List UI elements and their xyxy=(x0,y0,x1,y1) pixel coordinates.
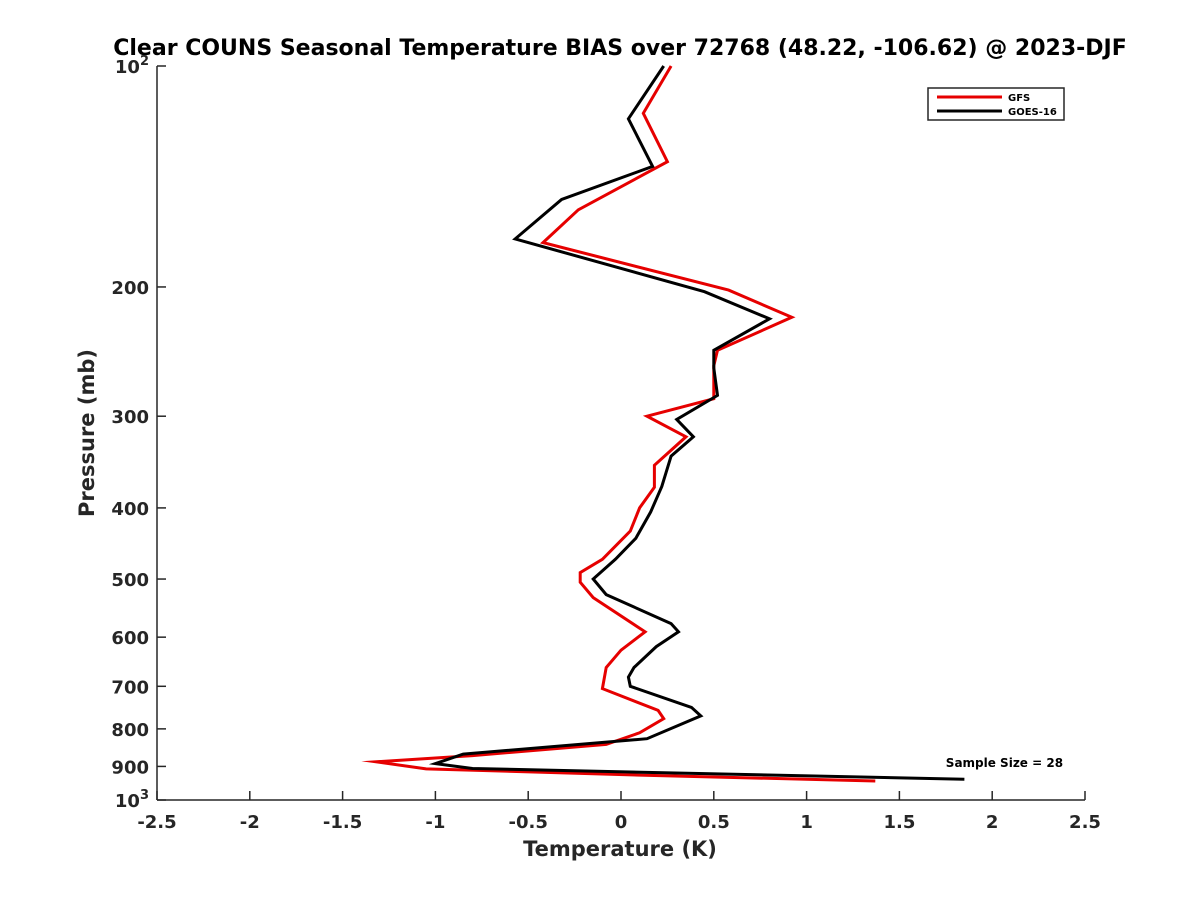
legend-box xyxy=(927,87,1065,121)
y-tick-label: 500 xyxy=(111,570,149,591)
y-tick-label: 800 xyxy=(111,720,149,741)
x-axis-label: Temperature (K) xyxy=(523,837,717,861)
x-tick-label: 1 xyxy=(800,812,813,833)
legend: GFS GOES-16 xyxy=(927,87,1065,121)
plot-area: -2.5 -2 -1.5 -1 -0.5 0 0.5 1 1.5 2 2.5 102 200 300 400… xyxy=(111,54,1101,833)
y-tick-label: 400 xyxy=(111,499,149,520)
y-tick-label: 700 xyxy=(111,677,149,698)
y-tick-label: 102 xyxy=(115,54,149,78)
x-tick-label: -2 xyxy=(240,812,260,833)
chart-title: Clear COUNS Seasonal Temperature BIAS ov… xyxy=(113,36,1126,61)
x-tick-label: 0 xyxy=(615,812,628,833)
legend-label: GOES-16 xyxy=(1008,107,1057,118)
legend-label: GFS xyxy=(1008,93,1030,104)
y-tick-label: 200 xyxy=(111,278,149,299)
y-tick-label: 900 xyxy=(111,757,149,778)
x-tick-label: 2 xyxy=(986,812,999,833)
sample-size-annotation: Sample Size = 28 xyxy=(946,756,1063,770)
x-tick-label: 1.5 xyxy=(883,812,915,833)
x-tick-label: -1.5 xyxy=(323,812,362,833)
x-tick-label: -1 xyxy=(425,812,445,833)
y-axis-label: Pressure (mb) xyxy=(75,349,99,517)
series-line-gfs xyxy=(361,65,876,783)
x-tick-label: -0.5 xyxy=(509,812,548,833)
x-tick-label: -2.5 xyxy=(137,812,176,833)
series-line-goes-16 xyxy=(428,65,965,781)
y-tick-label: 103 xyxy=(115,788,149,812)
y-tick-label: 600 xyxy=(111,628,149,649)
x-tick-label: 0.5 xyxy=(698,812,730,833)
y-tick-label: 300 xyxy=(111,407,149,428)
x-tick-label: 2.5 xyxy=(1069,812,1101,833)
